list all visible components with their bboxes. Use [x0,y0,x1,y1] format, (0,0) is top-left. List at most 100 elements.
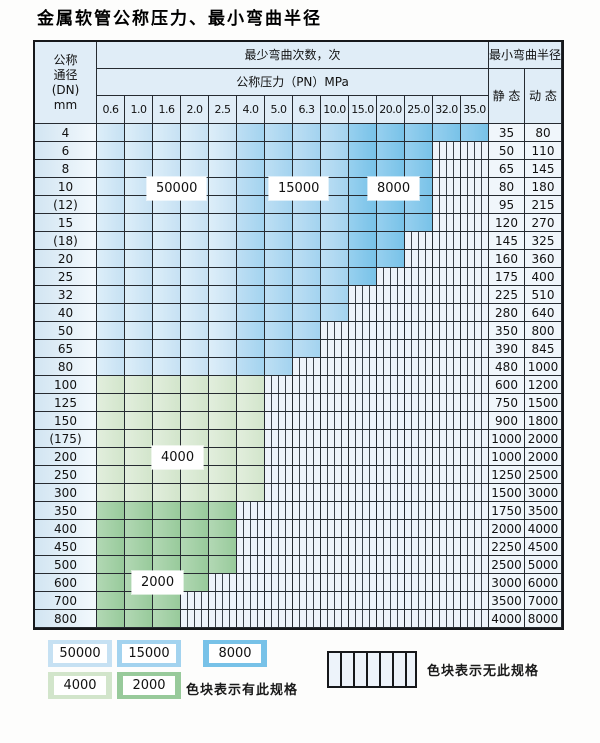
legend-label-15000: 15000 [122,644,176,663]
spec-cell [97,340,125,358]
spec-cell [209,502,237,520]
dynamic-cell: 2500 [525,466,562,484]
spec-cell [405,358,433,376]
legend-label-4000: 4000 [54,676,106,695]
dn-cell: 250 [35,466,97,484]
spec-cell [377,376,405,394]
spec-cell [321,394,349,412]
static-cell: 120 [489,214,525,232]
spec-cell [265,304,293,322]
spec-cell [209,484,237,502]
spec-cell [209,466,237,484]
legend-swatch-2000: 2000 [117,672,181,699]
spec-cell [377,394,405,412]
spec-cell [349,232,377,250]
cycle-label-8000: 8000 [368,177,420,200]
spec-cell [97,124,125,142]
spec-cell [125,286,153,304]
dynamic-cell: 360 [525,250,562,268]
spec-cell [181,484,209,502]
dn-cell: 50 [35,322,97,340]
spec-cell [349,394,377,412]
spec-cell [405,538,433,556]
spec-cell [461,124,489,142]
dn-cell: 32 [35,286,97,304]
spec-cell [209,358,237,376]
spec-cell [265,286,293,304]
spec-cell [321,250,349,268]
spec-cell [125,304,153,322]
spec-cell [209,142,237,160]
spec-cell [433,520,461,538]
spec-cell [125,124,153,142]
spec-cell [237,592,265,610]
spec-cell [293,196,321,214]
spec-cell [433,268,461,286]
spec-cell [293,448,321,466]
spec-cell [321,556,349,574]
spec-cell [377,250,405,268]
static-cell: 160 [489,250,525,268]
spec-cell [293,322,321,340]
spec-cell [377,232,405,250]
dn-cell: 10 [35,178,97,196]
spec-cell [461,592,489,610]
static-cell: 2500 [489,556,525,574]
spec-cell [153,538,181,556]
dynamic-cell: 1500 [525,394,562,412]
spec-cell [125,358,153,376]
spec-cell [209,394,237,412]
spec-cell [97,142,125,160]
spec-cell [433,448,461,466]
spec-cell [461,538,489,556]
spec-cell [461,448,489,466]
spec-cell [125,232,153,250]
dn-cell: (12) [35,196,97,214]
spec-cell [237,358,265,376]
static-cell: 1500 [489,484,525,502]
spec-cell [181,610,209,628]
spec-cell [125,502,153,520]
spec-cell [461,178,489,196]
spec-cell [125,160,153,178]
spec-cell [209,556,237,574]
spec-cell [433,322,461,340]
spec-cell [209,376,237,394]
spec-cell [125,448,153,466]
legend-swatch-50000: 50000 [48,640,112,667]
spec-cell [349,286,377,304]
spec-cell [181,250,209,268]
dynamic-cell: 5000 [525,556,562,574]
spec-cell [349,250,377,268]
dn-cell: 350 [35,502,97,520]
pressure-col-35.0: 35.0 [461,96,489,124]
spec-cell [265,196,293,214]
pressure-col-4.0: 4.0 [237,96,265,124]
pressure-col-2.0: 2.0 [181,96,209,124]
static-cell: 2000 [489,520,525,538]
static-cell: 390 [489,340,525,358]
spec-cell [209,178,237,196]
dynamic-cell: 1000 [525,358,562,376]
spec-cell [321,214,349,232]
static-cell: 80 [489,178,525,196]
dynamic-cell: 7000 [525,592,562,610]
spec-cell [433,214,461,232]
spec-cell [181,232,209,250]
spec-cell [237,142,265,160]
dynamic-header: 动 态 [525,69,562,124]
dn-cell: 450 [35,538,97,556]
spec-cell [433,610,461,628]
dynamic-cell: 1200 [525,376,562,394]
spec-cell [321,502,349,520]
dynamic-cell: 8000 [525,610,562,628]
spec-cell [97,610,125,628]
spec-cell [433,124,461,142]
spec-cell [321,466,349,484]
spec-cell [405,502,433,520]
spec-cell [153,358,181,376]
spec-cell [321,484,349,502]
spec-cell [461,286,489,304]
static-cell: 750 [489,394,525,412]
spec-cell [321,304,349,322]
